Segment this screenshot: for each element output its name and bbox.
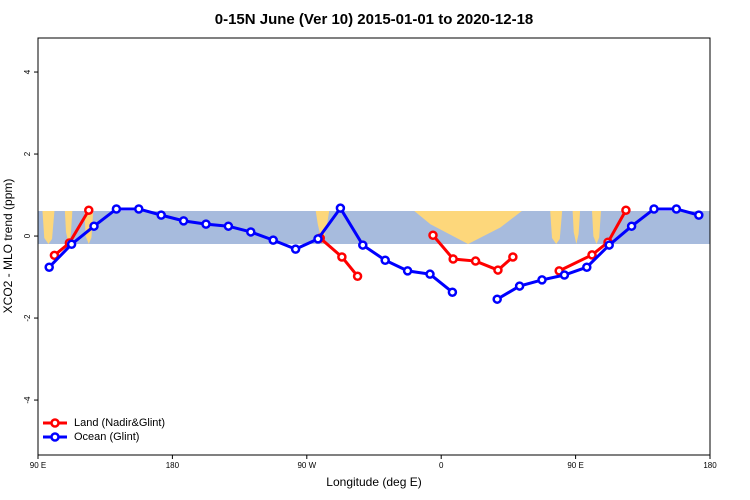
data-point: [44, 262, 54, 272]
data-point: [84, 205, 94, 215]
data-point: [671, 204, 682, 214]
data-point: [134, 204, 144, 214]
data-point: [448, 254, 458, 264]
data-point: [178, 216, 189, 226]
data-point: [111, 204, 122, 214]
data-point: [352, 271, 363, 281]
data-point: [402, 266, 413, 276]
map-land: [315, 211, 330, 244]
data-point: [49, 250, 60, 261]
data-point: [428, 230, 438, 240]
data-point: [313, 234, 323, 244]
y-tick-label: 0: [23, 233, 32, 238]
data-point: [508, 252, 518, 262]
map-land: [84, 211, 94, 244]
data-point: [201, 219, 211, 229]
x-axis-label: Longitude (deg E): [326, 475, 421, 489]
data-point: [604, 240, 614, 250]
x-tick-label: 90 E: [30, 461, 46, 470]
data-point: [493, 265, 503, 275]
data-point: [559, 270, 570, 280]
legend-marker: [50, 418, 60, 428]
data-point: [621, 205, 631, 215]
data-point: [66, 239, 77, 249]
x-tick-label: 180: [166, 461, 180, 470]
x-tick-label: 0: [439, 461, 444, 470]
data-point: [290, 244, 301, 254]
map-land: [572, 211, 581, 244]
y-tick-label: 4: [23, 69, 32, 74]
y-tick-label: 2: [23, 151, 32, 156]
map-land: [592, 211, 601, 244]
data-point: [537, 275, 547, 285]
y-axis-label: XCO2 - MLO trend (ppm): [1, 179, 15, 314]
x-tick-label: 90 E: [567, 461, 583, 470]
data-point: [425, 269, 435, 279]
legend-label: Ocean (Glint): [74, 431, 139, 443]
y-tick-label: -2: [23, 314, 32, 322]
map-land: [550, 211, 563, 244]
data-point: [626, 221, 637, 231]
legend-marker: [50, 432, 60, 442]
plot-frame: [37, 37, 711, 456]
data-point: [649, 204, 659, 214]
data-point: [337, 252, 347, 262]
data-point: [89, 221, 99, 231]
data-point: [358, 240, 368, 250]
data-point: [470, 256, 481, 266]
data-point: [492, 294, 502, 304]
data-point: [223, 221, 234, 231]
data-point: [335, 203, 346, 213]
legend-label: Land (Nadir&Glint): [74, 417, 165, 429]
y-tick-label: -4: [23, 396, 32, 404]
data-point: [587, 250, 597, 260]
map-land: [42, 211, 55, 244]
data-point: [694, 210, 704, 220]
map-land: [64, 211, 73, 244]
data-point: [268, 235, 278, 245]
data-point: [156, 210, 166, 220]
data-point: [582, 262, 592, 272]
x-tick-label: 180: [703, 461, 717, 470]
data-point: [447, 287, 458, 297]
x-tick-label: 90 W: [297, 461, 316, 470]
data-point: [514, 281, 525, 291]
data-point: [246, 227, 256, 237]
chart-title: 0-15N June (Ver 10) 2015-01-01 to 2020-1…: [215, 11, 534, 28]
data-point: [380, 255, 390, 265]
map-land: [414, 211, 522, 244]
